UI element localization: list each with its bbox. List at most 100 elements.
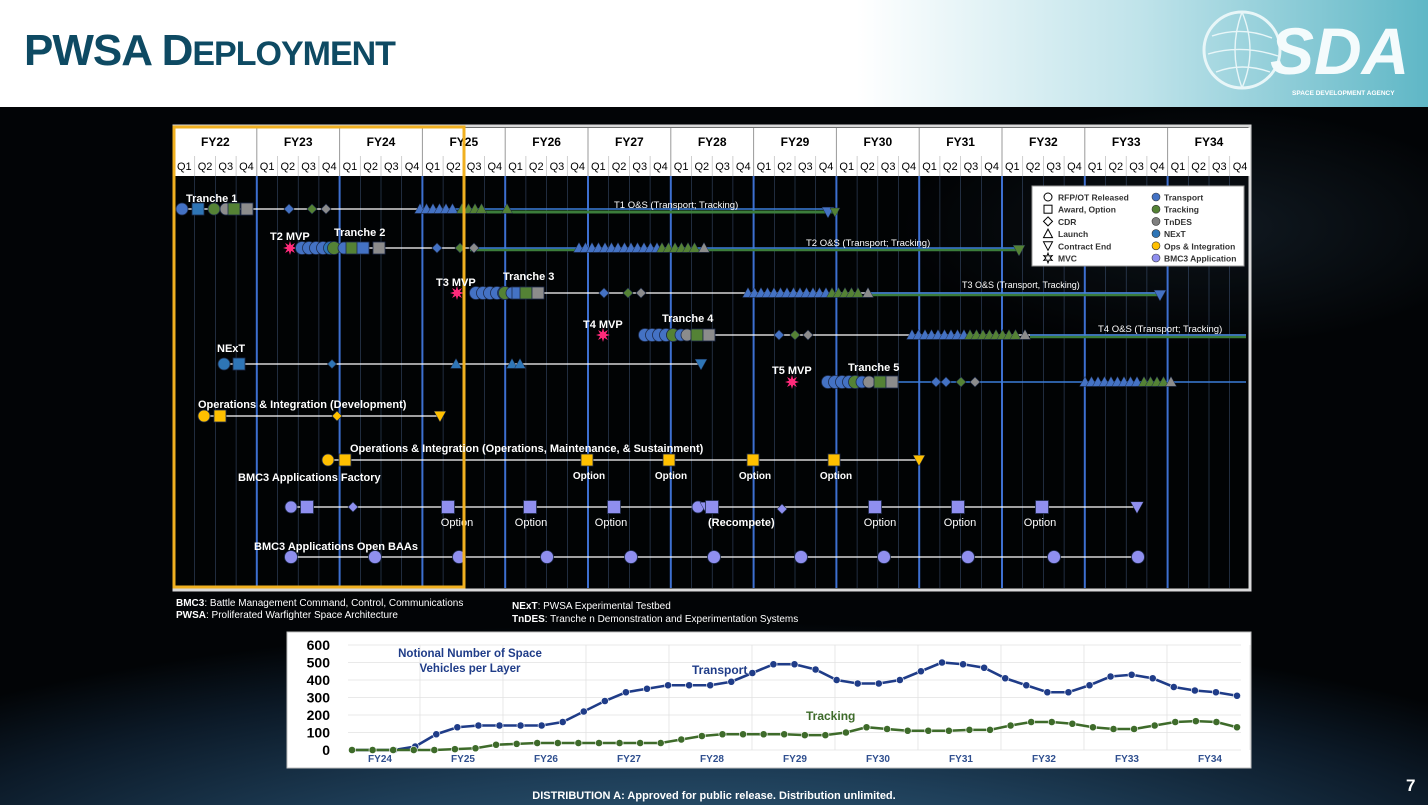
fy-header-fy23: FY23 [284,135,313,149]
fy-header-fy32: FY32 [1029,135,1058,149]
quarter-header: Q2 [363,161,378,173]
quarter-header: Q3 [218,161,233,173]
data-point-tracking [759,730,768,739]
contract-end-icon [829,207,841,218]
contract-end-icon [1012,244,1026,257]
data-point-transport [558,718,567,726]
y-tick-label: 400 [307,672,331,688]
quarter-header: Q3 [301,161,316,173]
label-oi-oms: Operations & Integration (Operations, Ma… [350,443,704,455]
option-label: Option [944,517,976,529]
cdr-icon [347,501,359,513]
data-point-tracking [1212,718,1221,726]
slide-header: PWSA DEPLOYMENT SDA SPACE DEVELOPMENT AG… [0,0,1428,107]
data-point-tracking [800,731,809,740]
data-point-tracking [1109,725,1118,733]
page-title: PWSA DEPLOYMENT [24,26,396,76]
baa-icon [794,550,808,564]
legend-item-label: Award, Option [1058,205,1116,215]
launch-icon [1019,328,1031,340]
data-point-tracking [739,730,747,739]
quarter-header: Q1 [922,161,937,173]
data-point-transport [537,721,546,730]
data-point-transport [980,663,989,672]
legend-item-label: Tracking [1164,205,1199,215]
data-point-transport [853,679,862,688]
abbr-tndes: TnDES [512,614,545,625]
option-icon [523,500,537,514]
quarter-header: Q3 [1046,161,1061,173]
data-point-transport [748,669,757,677]
legend-color-swatch [1151,229,1161,238]
data-point-tracking [1068,719,1077,728]
x-tick-label: FY29 [783,754,807,765]
cdr-icon [930,376,942,388]
quarter-header: Q2 [943,161,958,173]
baa-icon [877,550,891,564]
contract-end-icon [1153,289,1167,302]
launch-icon [1009,328,1022,340]
rfp-icon [217,357,231,371]
cdr-icon [773,329,785,341]
legend-item-label: Ops & Integration [1164,241,1235,251]
page-number: 7 [1406,776,1416,795]
option-icon [607,500,621,514]
x-tick-label: FY25 [451,754,475,765]
data-point-transport [1233,691,1241,700]
data-point-transport [1190,686,1199,695]
data-point-tracking [595,739,603,747]
quarter-header: Q2 [1191,161,1206,173]
baa-icon [284,550,298,564]
launch-icon [450,357,462,369]
data-point-tracking [780,730,789,739]
quarter-header: Q1 [260,161,275,173]
x-tick-label: FY26 [534,754,558,765]
mvc-star-icon [283,241,297,255]
legend-item-label: NExT [1164,229,1187,239]
quarter-header: Q2 [281,161,296,173]
award-icon [702,328,716,342]
data-point-transport [622,688,630,697]
data-point-tracking [512,739,521,748]
quarter-header: Q4 [653,161,668,173]
data-point-transport [1022,681,1031,690]
data-point-tracking [924,726,933,735]
data-point-tracking [821,731,830,740]
quarter-header: Q3 [1129,161,1144,173]
legend-color-swatch [1151,204,1161,214]
award-icon [705,500,719,514]
quarter-header: Q1 [1088,161,1103,173]
option-label: Option [573,471,605,482]
data-point-transport [1043,688,1052,697]
data-point-tracking [862,723,871,732]
data-point-transport [895,676,904,684]
quarter-header: Q3 [384,161,399,173]
data-point-tracking [1047,718,1056,726]
data-point-tracking [944,726,953,735]
label-bmc3-baas: BMC3 Applications Open BAAs [254,541,418,553]
legend-item-label: CDR [1058,217,1076,227]
fy-header-fy31: FY31 [946,135,975,149]
distribution-statement: DISTRIBUTION A: Approved for public rele… [532,790,896,802]
baa-icon [1131,550,1145,564]
fy-header-row [174,128,1250,154]
option-icon [827,453,841,467]
label-next: NExT [217,343,245,355]
rfp-icon [175,202,189,216]
label-t2-os: T2 O&S (Transport; Tracking) [806,238,930,249]
data-point-transport [453,723,462,732]
cdr-icon [598,287,610,299]
launch-icon [852,286,864,298]
option-icon [441,500,455,514]
data-point-tracking [389,746,398,754]
option-label: Option [595,517,627,529]
quarter-header: Q4 [239,161,254,173]
quarter-header: Q1 [343,161,358,173]
award-icon [356,241,370,255]
data-point-tracking [677,735,686,744]
legend-color-swatch [1151,241,1161,251]
data-point-tracking [430,746,439,754]
fy-header-fy34: FY34 [1195,135,1224,149]
baa-icon [540,550,554,564]
